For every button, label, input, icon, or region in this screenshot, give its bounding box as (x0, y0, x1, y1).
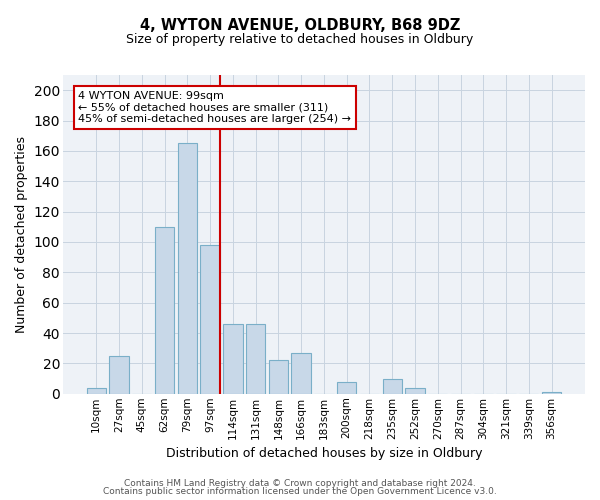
Bar (86, 388, 106, 394)
Bar (246, 324, 265, 394)
X-axis label: Distribution of detached houses by size in Oldbury: Distribution of detached houses by size … (166, 447, 482, 460)
Bar (178, 144, 197, 394)
Text: Contains public sector information licensed under the Open Government Licence v3: Contains public sector information licen… (103, 487, 497, 496)
Bar (269, 360, 288, 394)
Bar (337, 382, 356, 394)
Text: Size of property relative to detached houses in Oldbury: Size of property relative to detached ho… (127, 32, 473, 46)
Bar (383, 378, 402, 394)
Bar (223, 324, 242, 394)
Text: 4, WYTON AVENUE, OLDBURY, B68 9DZ: 4, WYTON AVENUE, OLDBURY, B68 9DZ (140, 18, 460, 32)
Bar (109, 356, 128, 394)
Bar (200, 245, 220, 394)
Bar (406, 388, 425, 394)
Bar (155, 227, 174, 394)
Bar (542, 392, 561, 394)
Y-axis label: Number of detached properties: Number of detached properties (15, 136, 28, 333)
Text: 4 WYTON AVENUE: 99sqm
← 55% of detached houses are smaller (311)
45% of semi-det: 4 WYTON AVENUE: 99sqm ← 55% of detached … (79, 91, 352, 124)
Text: Contains HM Land Registry data © Crown copyright and database right 2024.: Contains HM Land Registry data © Crown c… (124, 478, 476, 488)
Bar (292, 353, 311, 394)
